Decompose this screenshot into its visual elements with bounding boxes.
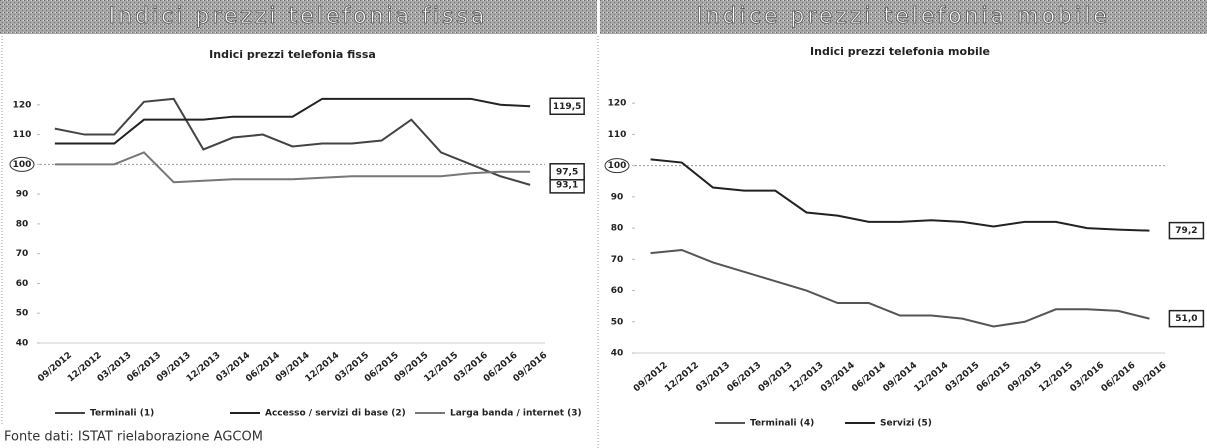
y-tick-label: 40: [16, 339, 29, 349]
legend-label: Servizi (5): [880, 419, 932, 429]
header-bar: [0, 0, 597, 34]
y-tick-label: 120: [13, 100, 32, 110]
legend-label: Terminali (4): [750, 419, 814, 429]
header-bar: [600, 0, 1207, 34]
legend-label: Terminali (1): [90, 409, 154, 419]
y-tick-label: 90: [16, 190, 29, 200]
y-tick-label: 120: [608, 99, 627, 109]
chart-title: Indici prezzi telefonia fissa: [209, 48, 376, 61]
y-tick-label: 50: [16, 309, 29, 319]
tick-circle: [9, 156, 35, 172]
y-tick-label: 110: [13, 130, 32, 140]
tick-circle: [604, 158, 630, 174]
series-line: [54, 151, 531, 184]
series-line: [650, 248, 1150, 328]
y-tick-label: 80: [611, 224, 624, 234]
y-tick-label: 60: [16, 279, 29, 289]
source: Fonte dati: ISTAT rielaborazione AGCOM: [4, 430, 263, 445]
chart-title: Indici prezzi telefonia mobile: [810, 45, 990, 58]
y-tick-label: 70: [16, 249, 29, 259]
panel-header: Indice prezzi telefonia mobile: [696, 4, 1110, 29]
value-label-box: [1168, 309, 1205, 328]
y-tick-label: 60: [611, 286, 624, 296]
value-label: 79,2: [1175, 226, 1197, 236]
value-label: 93,1: [556, 180, 578, 190]
value-label: 119,5: [553, 102, 581, 112]
y-tick-label: 100: [13, 160, 32, 170]
y-tick-label: 50: [611, 317, 624, 327]
value-label: 97,5: [556, 167, 578, 177]
x-tick-label: 09/2016: [1131, 360, 1169, 394]
legend-label: Accesso / servizi di base (2): [265, 409, 406, 419]
series-line: [650, 158, 1150, 232]
series-line: [54, 97, 531, 145]
panel-header: Indici prezzi telefonia fissa: [109, 4, 488, 29]
y-tick-label: 110: [608, 130, 627, 140]
y-tick-label: 40: [611, 349, 624, 359]
y-tick-label: 90: [611, 192, 624, 202]
y-tick-label: 70: [611, 255, 624, 265]
value-label: 51,0: [1175, 314, 1197, 324]
y-tick-label: 80: [16, 219, 29, 229]
value-label-box: [549, 97, 585, 116]
legend-label: Larga banda / internet (3): [450, 409, 582, 419]
series-line: [54, 97, 531, 186]
value-label-box: [549, 163, 585, 181]
value-label-box: [1168, 221, 1205, 240]
y-tick-label: 100: [608, 161, 627, 171]
